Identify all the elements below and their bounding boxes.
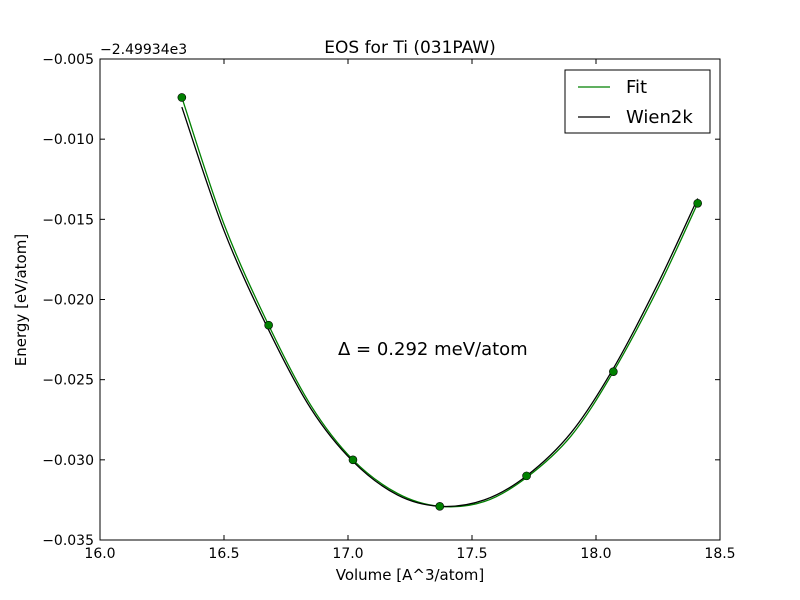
axis-ticks: 16.0 16.5 17.0 17.5 18.0 18.5 −0.035 −0.030 −0.0…	[42, 52, 735, 562]
y-tick-label: −0.035	[42, 533, 94, 549]
legend-box	[564, 69, 711, 134]
offset-label: −2.49934e3	[100, 42, 187, 58]
delta-annotation: Δ = 0.292 meV/atom	[338, 339, 528, 360]
chart-title: EOS for Ti (031PAW)	[324, 38, 495, 58]
legend-label-wien2k: Wien2k	[626, 107, 693, 128]
y-axis-label: Energy [eV/atom]	[12, 234, 30, 366]
x-tick-label: 17.0	[332, 546, 363, 562]
x-tick-label: 17.5	[456, 546, 487, 562]
data-point	[177, 93, 187, 102]
x-axis-label: Volume [A^3/atom]	[336, 566, 485, 584]
data-point	[435, 502, 445, 511]
series-layer	[177, 93, 702, 511]
y-tick-label: −0.020	[42, 293, 94, 309]
x-tick-label: 16.0	[84, 546, 115, 562]
y-tick-label: −0.030	[42, 453, 94, 469]
series-line-wien2k	[181, 106, 699, 508]
series-line-fit	[181, 97, 699, 508]
x-tick-label: 18.0	[580, 546, 611, 562]
y-tick-label: −0.010	[42, 132, 94, 148]
x-tick-label: 16.5	[208, 546, 239, 562]
plot-frame	[99, 58, 721, 541]
data-point	[693, 199, 702, 208]
legend-label-fit: Fit	[626, 77, 647, 98]
data-point	[609, 367, 618, 376]
x-tick-label: 18.5	[704, 546, 735, 562]
legend: Fit Wien2k	[564, 69, 711, 134]
y-tick-label: −0.015	[42, 212, 94, 228]
y-tick-label: −0.025	[42, 373, 94, 389]
y-tick-label: −0.005	[42, 52, 94, 68]
data-point	[348, 455, 358, 465]
data-point	[522, 471, 531, 481]
data-point	[264, 320, 273, 330]
